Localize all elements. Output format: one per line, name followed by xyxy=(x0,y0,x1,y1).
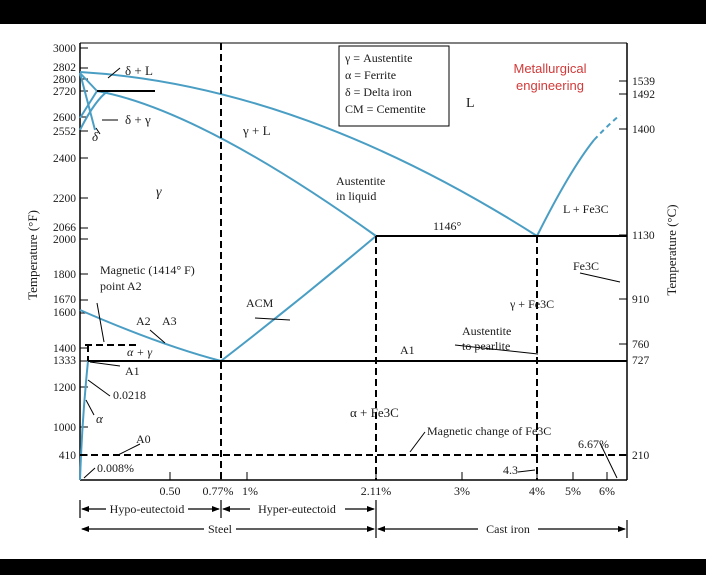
left-tick-label: 1400 xyxy=(53,343,76,355)
region-gamma-plus-fe3c: γ + Fe3C xyxy=(509,297,554,311)
eutectic-temperature-label: 1146° xyxy=(433,219,462,233)
right-tick-label: 1539 xyxy=(632,76,655,88)
left-tick-labels: 3000 2802 2800 2720 2600 2552 2400 2200 … xyxy=(53,43,76,462)
left-tick-label: 1800 xyxy=(53,269,76,281)
right-tick-label: 210 xyxy=(632,450,650,462)
magnetic-point-label-line1: Magnetic (1414° F) xyxy=(100,263,195,277)
region-delta-plus-liquid: δ + L xyxy=(125,63,153,78)
a3-label: A3 xyxy=(162,314,177,328)
region-fe3c: Fe3C xyxy=(573,259,599,273)
pct-43-label: 4.3 xyxy=(503,463,518,477)
region-liquid: L xyxy=(466,96,475,111)
region-delta: δ xyxy=(92,129,99,144)
left-tick-label: 2400 xyxy=(53,153,76,165)
legend-entry-austenite: γ = Austentite xyxy=(344,51,412,65)
legend-entry-cementite: CM = Cementite xyxy=(345,102,426,116)
cementite-liquidus-dashed xyxy=(593,114,621,141)
left-tick-label: 3000 xyxy=(53,43,76,55)
pct-667-label: 6.67% xyxy=(578,437,609,451)
right-tick-labels: 1539 1492 1400 1130 910 760 727 210 xyxy=(632,76,655,462)
hyper-eutectoid-label: Hyper-eutectoid xyxy=(258,502,336,516)
region-alpha-plus-gamma: α + γ xyxy=(127,345,152,359)
acm-curve xyxy=(220,235,377,362)
legend-entry-delta-iron: δ = Delta iron xyxy=(345,85,412,99)
region-austenite-in-liquid-line1: Austentite xyxy=(336,174,385,188)
left-axis-title: Temperature (°F) xyxy=(25,210,40,300)
cementite-liquidus-curve xyxy=(536,139,595,237)
region-delta-plus-gamma: δ + γ xyxy=(125,112,151,127)
region-liquid-plus-fe3c: L + Fe3C xyxy=(563,202,609,216)
ferrite-solvus-curve xyxy=(79,360,89,481)
delta-boundary-curve xyxy=(79,90,109,131)
bottom-tick-label: 1% xyxy=(242,484,258,498)
magnetic-point-label-line2: point A2 xyxy=(100,279,142,293)
left-tick-label: 2720 xyxy=(53,86,76,98)
region-gamma: γ xyxy=(156,185,162,200)
region-alpha-plus-fe3c: α + Fe3C xyxy=(350,405,399,420)
left-tick-label: 1670 xyxy=(53,294,76,306)
left-tick-label: 1333 xyxy=(53,355,76,367)
bottom-tick-labels: 0.50 0.77% 1% 2.11% 3% 4% 5% 6% xyxy=(160,484,616,498)
a3-curve xyxy=(79,309,222,362)
watermark-line-2: engineering xyxy=(516,78,584,93)
delta-gamma-curve xyxy=(79,72,96,131)
phase-boundaries xyxy=(79,71,621,481)
pct-0008-label: 0.008% xyxy=(97,461,134,475)
left-tick-label: 1200 xyxy=(53,382,76,394)
watermark-line-1: Metallurgical xyxy=(514,61,587,76)
bracket-arrowheads xyxy=(81,506,626,532)
label-pointers xyxy=(83,67,621,479)
delta-upper-curve xyxy=(79,72,98,92)
solidus-curve xyxy=(96,90,377,237)
magnetic-change-fe3c-label: Magnetic change of Fe3C xyxy=(427,424,551,438)
region-gamma-plus-liquid: γ + L xyxy=(242,123,271,138)
a0-label: A0 xyxy=(136,432,151,446)
left-tick-label: 2800 xyxy=(53,74,76,86)
right-tick-label: 1400 xyxy=(632,124,655,136)
left-tick-label: 410 xyxy=(59,450,77,462)
legend: γ = Austentite α = Ferrite δ = Delta iro… xyxy=(338,45,450,127)
austenite-to-pearlite-line1: Austentite xyxy=(462,324,511,338)
bottom-tick-label: 0.77% xyxy=(203,484,234,498)
left-tick-label: 2200 xyxy=(53,193,76,205)
left-tick-label: 2552 xyxy=(53,126,76,138)
right-tick-label: 760 xyxy=(632,339,650,351)
left-tick-label: 2802 xyxy=(53,62,76,74)
region-austenite-in-liquid-line2: in liquid xyxy=(336,189,376,203)
bottom-tick-label: 4% xyxy=(529,484,545,498)
carbon-0218-label: 0.0218 xyxy=(113,388,146,402)
liquidus-austenite-curve xyxy=(79,71,538,237)
a1-right-label: A1 xyxy=(400,343,415,357)
right-tick-label: 1492 xyxy=(632,89,655,101)
bottom-tick-label: 2.11% xyxy=(361,484,392,498)
right-tick-label: 1130 xyxy=(632,230,655,242)
left-tick-label: 2600 xyxy=(53,112,76,124)
left-tick-label: 2000 xyxy=(53,234,76,246)
right-tick-label: 727 xyxy=(632,355,650,367)
left-tick-label: 1000 xyxy=(53,422,76,434)
right-axis-title: Temperature (°C) xyxy=(664,204,679,295)
austenite-to-pearlite-line2: to pearlite xyxy=(462,339,510,353)
cast-iron-label: Cast iron xyxy=(486,522,530,536)
bottom-tick-label: 5% xyxy=(565,484,581,498)
bottom-tick-label: 0.50 xyxy=(160,484,181,498)
legend-entry-ferrite: α = Ferrite xyxy=(345,68,396,82)
steel-label: Steel xyxy=(208,522,233,536)
right-tick-label: 910 xyxy=(632,294,650,306)
bottom-tick-label: 3% xyxy=(454,484,470,498)
hypo-eutectoid-label: Hypo-eutectoid xyxy=(110,502,185,516)
left-tick-label: 1600 xyxy=(53,307,76,319)
region-labels: δ + L δ + γ δ γ + L L γ Austentite in li… xyxy=(92,63,609,477)
bottom-tick-label: 6% xyxy=(599,484,615,498)
a2-label: A2 xyxy=(136,314,151,328)
bracket-labels: Hypo-eutectoid Hyper-eutectoid Steel Cas… xyxy=(110,502,530,536)
left-tick-label: 2066 xyxy=(53,222,76,234)
region-alpha: α xyxy=(96,411,104,426)
legend-box xyxy=(338,45,450,127)
acm-label: ACM xyxy=(246,296,274,310)
a1-left-label: A1 xyxy=(125,364,140,378)
